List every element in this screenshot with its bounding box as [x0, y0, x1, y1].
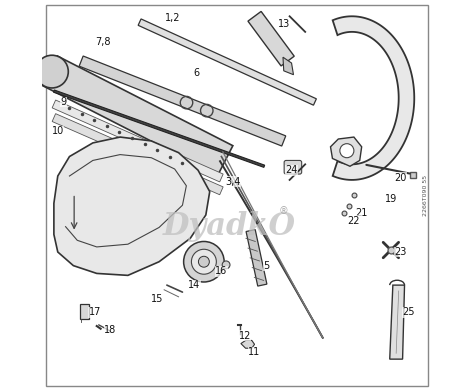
Text: 13: 13 [278, 19, 290, 29]
Polygon shape [283, 57, 293, 75]
Text: 1,2: 1,2 [165, 13, 181, 23]
Text: DyadkO: DyadkO [163, 211, 296, 242]
Text: 18: 18 [104, 325, 117, 335]
Polygon shape [333, 16, 414, 180]
Circle shape [183, 242, 224, 282]
Circle shape [36, 55, 68, 88]
Polygon shape [54, 90, 264, 167]
Text: ®: ® [279, 206, 289, 216]
Text: 22: 22 [347, 216, 360, 226]
Polygon shape [52, 114, 223, 195]
Text: 10: 10 [52, 126, 64, 136]
Polygon shape [43, 56, 233, 175]
Polygon shape [330, 137, 362, 166]
Text: 12: 12 [238, 331, 251, 341]
FancyBboxPatch shape [46, 5, 428, 386]
Circle shape [191, 249, 216, 274]
Circle shape [222, 261, 230, 269]
Polygon shape [52, 100, 223, 182]
Polygon shape [138, 19, 316, 105]
Text: 17: 17 [89, 307, 101, 317]
Polygon shape [248, 11, 294, 66]
Text: 20: 20 [394, 173, 407, 183]
Text: 14: 14 [188, 280, 201, 290]
Circle shape [340, 143, 354, 158]
Text: 23: 23 [394, 247, 407, 257]
Text: 24: 24 [285, 165, 298, 175]
Polygon shape [79, 56, 286, 146]
Text: 15: 15 [151, 294, 164, 304]
Text: 11: 11 [248, 347, 261, 357]
Text: 2266T090 55: 2266T090 55 [423, 175, 428, 216]
Polygon shape [246, 230, 267, 286]
Text: 5: 5 [263, 261, 269, 271]
Text: 16: 16 [215, 267, 228, 276]
FancyBboxPatch shape [284, 160, 301, 174]
Text: 21: 21 [356, 208, 368, 218]
Text: 25: 25 [402, 307, 415, 317]
Text: 6: 6 [193, 68, 199, 78]
Polygon shape [241, 341, 255, 348]
Polygon shape [390, 285, 404, 359]
Circle shape [199, 256, 210, 267]
Polygon shape [54, 137, 210, 275]
Text: 19: 19 [385, 194, 397, 204]
Text: 3,4: 3,4 [226, 177, 241, 187]
Text: 9: 9 [61, 97, 67, 107]
FancyBboxPatch shape [80, 304, 89, 319]
Text: 7,8: 7,8 [95, 37, 110, 47]
